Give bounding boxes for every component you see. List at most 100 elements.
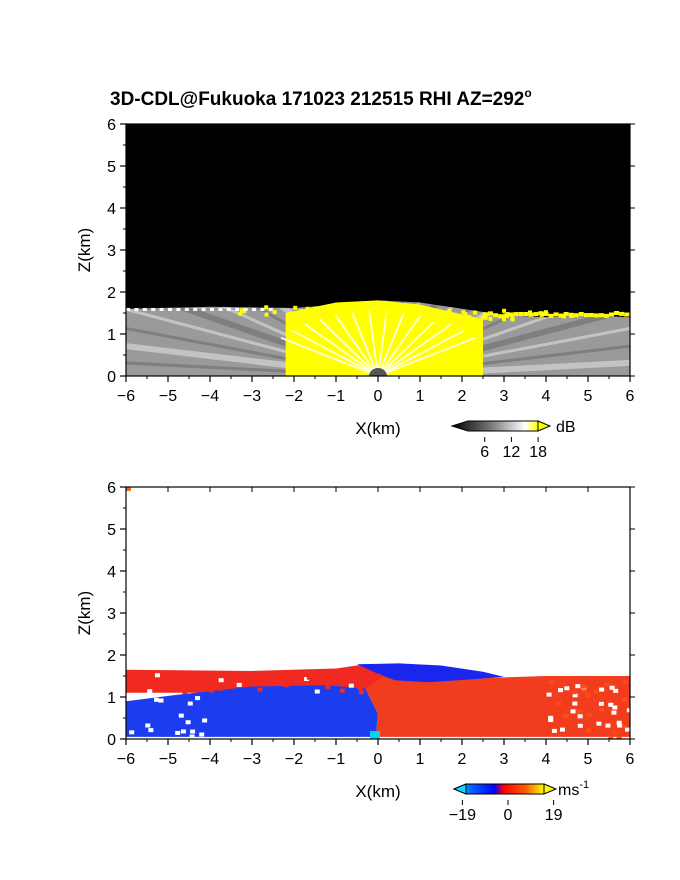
intensity-saturated-cell [488,311,494,316]
intensity-saturated-cell [614,311,620,316]
intensity-saturated-ray [377,323,452,376]
intensity-saturated-cell [498,314,504,319]
velocity-layer-cell [349,676,355,681]
intensity-y-tick-label: 4 [107,201,116,218]
intensity-colorbar-tick-label: 6 [480,444,489,461]
velocity-x-tick-label: −3 [243,751,261,768]
velocity-edge-cell [557,688,563,693]
velocity-edge-cell [548,718,554,723]
intensity-saturated-cell [272,310,277,315]
intensity-saturated-ray [368,311,379,376]
velocity-gap-cell [195,696,201,701]
intensity-x-tick-label: −3 [243,388,261,405]
velocity-colorbar-ramp [452,783,545,795]
velocity-layer-cell [216,682,222,687]
intensity-saturated-cell [461,310,466,315]
velocity-edge-cell [546,692,552,697]
radar-site-marker [369,368,387,376]
intensity-saturated-cell [381,310,386,315]
intensity-saturated-ray [377,312,405,376]
intensity-saturated-ray [377,314,422,376]
intensity-x-tick-label: 0 [374,388,383,405]
intensity-saturated-cell [501,317,506,322]
intensity-saturated-cell [463,312,468,317]
intensity-saturated-cell [299,309,304,314]
velocity-x-tick-label: 1 [416,751,425,768]
intensity-y-tick-label: 3 [107,243,116,260]
intensity-saturated-cell [543,311,549,316]
velocity-edge-cell [577,714,583,719]
intensity-edge-cell [151,307,156,311]
intensity-colorbar-ramp [450,420,539,432]
velocity-layer-cell [217,686,223,691]
velocity-gap-cell [148,728,154,733]
velocity-layer-cell [247,672,253,677]
intensity-colorbar-tick-label: 12 [503,444,521,461]
intensity-saturated-cell [593,313,599,318]
velocity-x-tick-label: 3 [500,751,509,768]
intensity-saturated-cell [533,312,539,317]
intensity-colorbar-max-arrow [537,420,552,432]
intensity-edge-cell [226,307,231,311]
intensity-y-tick-label: 1 [107,327,116,344]
intensity-saturated-cell [441,311,446,316]
intensity-x-tick-label: −4 [201,388,219,405]
velocity-y-tick-label: 0 [107,732,116,749]
intensity-saturated-cell [598,313,604,318]
velocity-edge-cell [564,686,570,691]
velocity-y-tick-label: 4 [107,564,116,581]
intensity-saturated-cell [508,312,514,317]
velocity-colorbar-tick-label: 19 [545,807,563,824]
velocity-x-tick-label: −6 [117,751,135,768]
intensity-saturated-cell [483,315,488,320]
intensity-saturated-cell [302,309,307,314]
velocity-edge-cell [582,688,588,693]
velocity-gap-cell [185,720,191,725]
intensity-saturated-cell [573,313,579,318]
intensity-saturated-cell [264,305,269,310]
velocity-gap-cell [190,729,196,734]
intensity-edge-cell [243,307,248,311]
intensity-saturated-cell [375,305,380,310]
intensity-saturated-cell [538,311,544,316]
intensity-saturated-cell [387,310,392,315]
intensity-saturated-ray [377,318,438,376]
velocity-layer-cell [358,689,364,694]
velocity-layer-cell [128,684,134,689]
velocity-x-tick-label: −2 [285,751,303,768]
intensity-saturated-cell [264,312,269,317]
velocity-gap-cell [178,713,184,718]
velocity-layer-cell [306,675,312,680]
velocity-layer-cell [218,678,224,683]
velocity-layer-cell [325,685,331,690]
intensity-saturated-cell [430,316,435,321]
velocity-edge-cell [628,702,630,707]
velocity-gap-cell [199,732,205,737]
intensity-saturated-cell [528,312,534,317]
velocity-edge-cell [586,713,592,718]
velocity-layer-cell [286,681,292,686]
velocity-colorbar-tick-label: −19 [449,807,476,824]
velocity-edge-cell [599,687,605,692]
intensity-ray-mask [126,124,630,318]
velocity-layer-cell [206,684,212,689]
intensity-saturated-cell [603,313,609,318]
intensity-edge-cell [260,307,265,311]
intensity-saturated-cell [568,312,574,317]
intensity-saturated-cell [459,319,464,324]
velocity-edge-cell [623,680,629,685]
velocity-layer-cell [339,688,345,693]
intensity-x-tick-label: 4 [542,388,551,405]
velocity-x-tick-label: −1 [327,751,345,768]
velocity-gap-cell [202,718,208,723]
intensity-saturated-cell [238,311,243,316]
velocity-edge-cell [551,728,557,733]
velocity-x-tick-label: 2 [458,751,467,768]
intensity-saturated-ray [377,336,476,376]
velocity-x-tick-label: 5 [584,751,593,768]
intensity-saturated-cell [562,314,567,319]
velocity-edge-cell [621,724,627,729]
intensity-saturated-cell [363,310,368,315]
intensity-saturated-cell [433,318,438,323]
